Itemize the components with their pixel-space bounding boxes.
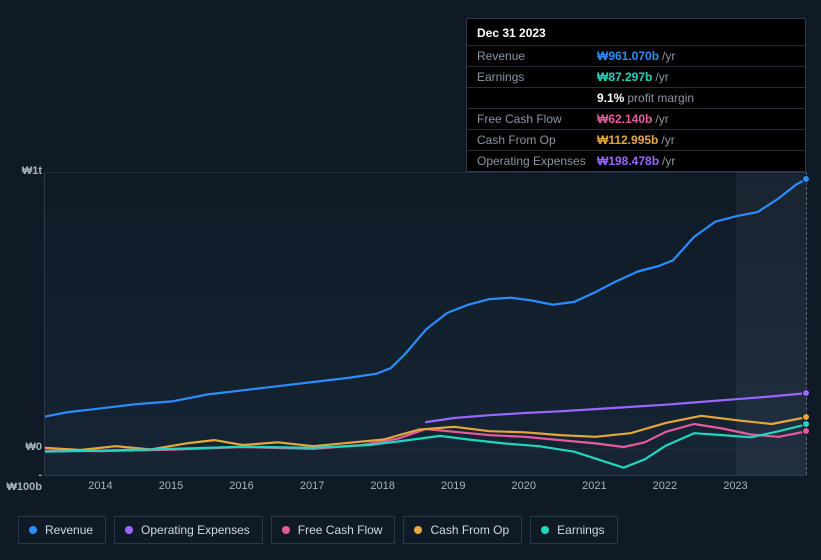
tooltip-suffix: /yr [662, 49, 675, 63]
legend-dot-icon [125, 526, 133, 534]
legend-label: Operating Expenses [141, 523, 250, 537]
tooltip-label [477, 91, 597, 105]
tooltip-suffix: /yr [655, 112, 668, 126]
legend-label: Cash From Op [430, 523, 509, 537]
tooltip-row: 9.1% profit margin [467, 87, 805, 108]
series-line [45, 179, 807, 417]
legend-item[interactable]: Free Cash Flow [271, 516, 396, 544]
tooltip-label: Earnings [477, 70, 597, 84]
tooltip-label: Free Cash Flow [477, 112, 597, 126]
legend-label: Revenue [45, 523, 93, 537]
legend-item[interactable]: Cash From Op [403, 516, 522, 544]
y-axis-label: -₩100b [4, 469, 42, 493]
legend-label: Free Cash Flow [298, 523, 383, 537]
y-axis-label: ₩1t [4, 165, 42, 177]
series-end-dot [802, 427, 810, 435]
chart-legend: Revenue Operating Expenses Free Cash Flow C… [18, 516, 618, 544]
plot-area[interactable] [44, 172, 806, 476]
legend-item[interactable]: Revenue [18, 516, 106, 544]
x-axis-label: 2018 [370, 480, 394, 492]
tooltip-label: Operating Expenses [477, 154, 597, 168]
tooltip-value: ₩87.297b [597, 70, 652, 84]
legend-dot-icon [29, 526, 37, 534]
tooltip-margin-value: 9.1% [597, 91, 624, 105]
x-axis-label: 2019 [441, 480, 465, 492]
x-axis-label: 2017 [300, 480, 324, 492]
tooltip-margin-label: profit margin [627, 91, 694, 105]
series-line [426, 393, 807, 422]
tooltip-row: Revenue₩961.070b /yr [467, 45, 805, 66]
x-axis-label: 2014 [88, 480, 112, 492]
tooltip-suffix: /yr [655, 70, 668, 84]
x-axis-label: 2020 [512, 480, 536, 492]
series-end-dot [802, 175, 810, 183]
x-axis-label: 2021 [582, 480, 606, 492]
tooltip-label: Cash From Op [477, 133, 597, 147]
tooltip-row: Operating Expenses₩198.478b /yr [467, 150, 805, 171]
tooltip-value: ₩198.478b [597, 154, 659, 168]
series-line [45, 424, 807, 467]
x-axis-label: 2023 [723, 480, 747, 492]
x-axis-label: 2015 [159, 480, 183, 492]
legend-dot-icon [282, 526, 290, 534]
legend-label: Earnings [557, 523, 604, 537]
legend-item[interactable]: Earnings [530, 516, 617, 544]
x-axis-label: 2016 [229, 480, 253, 492]
series-end-dot [802, 420, 810, 428]
tooltip-row: Free Cash Flow₩62.140b /yr [467, 108, 805, 129]
series-end-dot [802, 389, 810, 397]
tooltip-value: ₩112.995b [597, 133, 658, 147]
tooltip-value: ₩62.140b [597, 112, 652, 126]
legend-item[interactable]: Operating Expenses [114, 516, 263, 544]
tooltip-suffix: /yr [662, 154, 675, 168]
tooltip-suffix: /yr [661, 133, 674, 147]
tooltip-value: ₩961.070b [597, 49, 659, 63]
y-axis-label: ₩0 [4, 441, 42, 453]
legend-dot-icon [414, 526, 422, 534]
x-axis-label: 2022 [653, 480, 677, 492]
tooltip-row: Cash From Op₩112.995b /yr [467, 129, 805, 150]
financial-chart[interactable]: ₩1t₩0-₩100b 2014201520162017201820192020… [18, 158, 806, 514]
data-tooltip: Dec 31 2023 Revenue₩961.070b /yrEarnings… [466, 18, 806, 172]
tooltip-label: Revenue [477, 49, 597, 63]
legend-dot-icon [541, 526, 549, 534]
tooltip-date: Dec 31 2023 [467, 19, 805, 45]
tooltip-row: Earnings₩87.297b /yr [467, 66, 805, 87]
